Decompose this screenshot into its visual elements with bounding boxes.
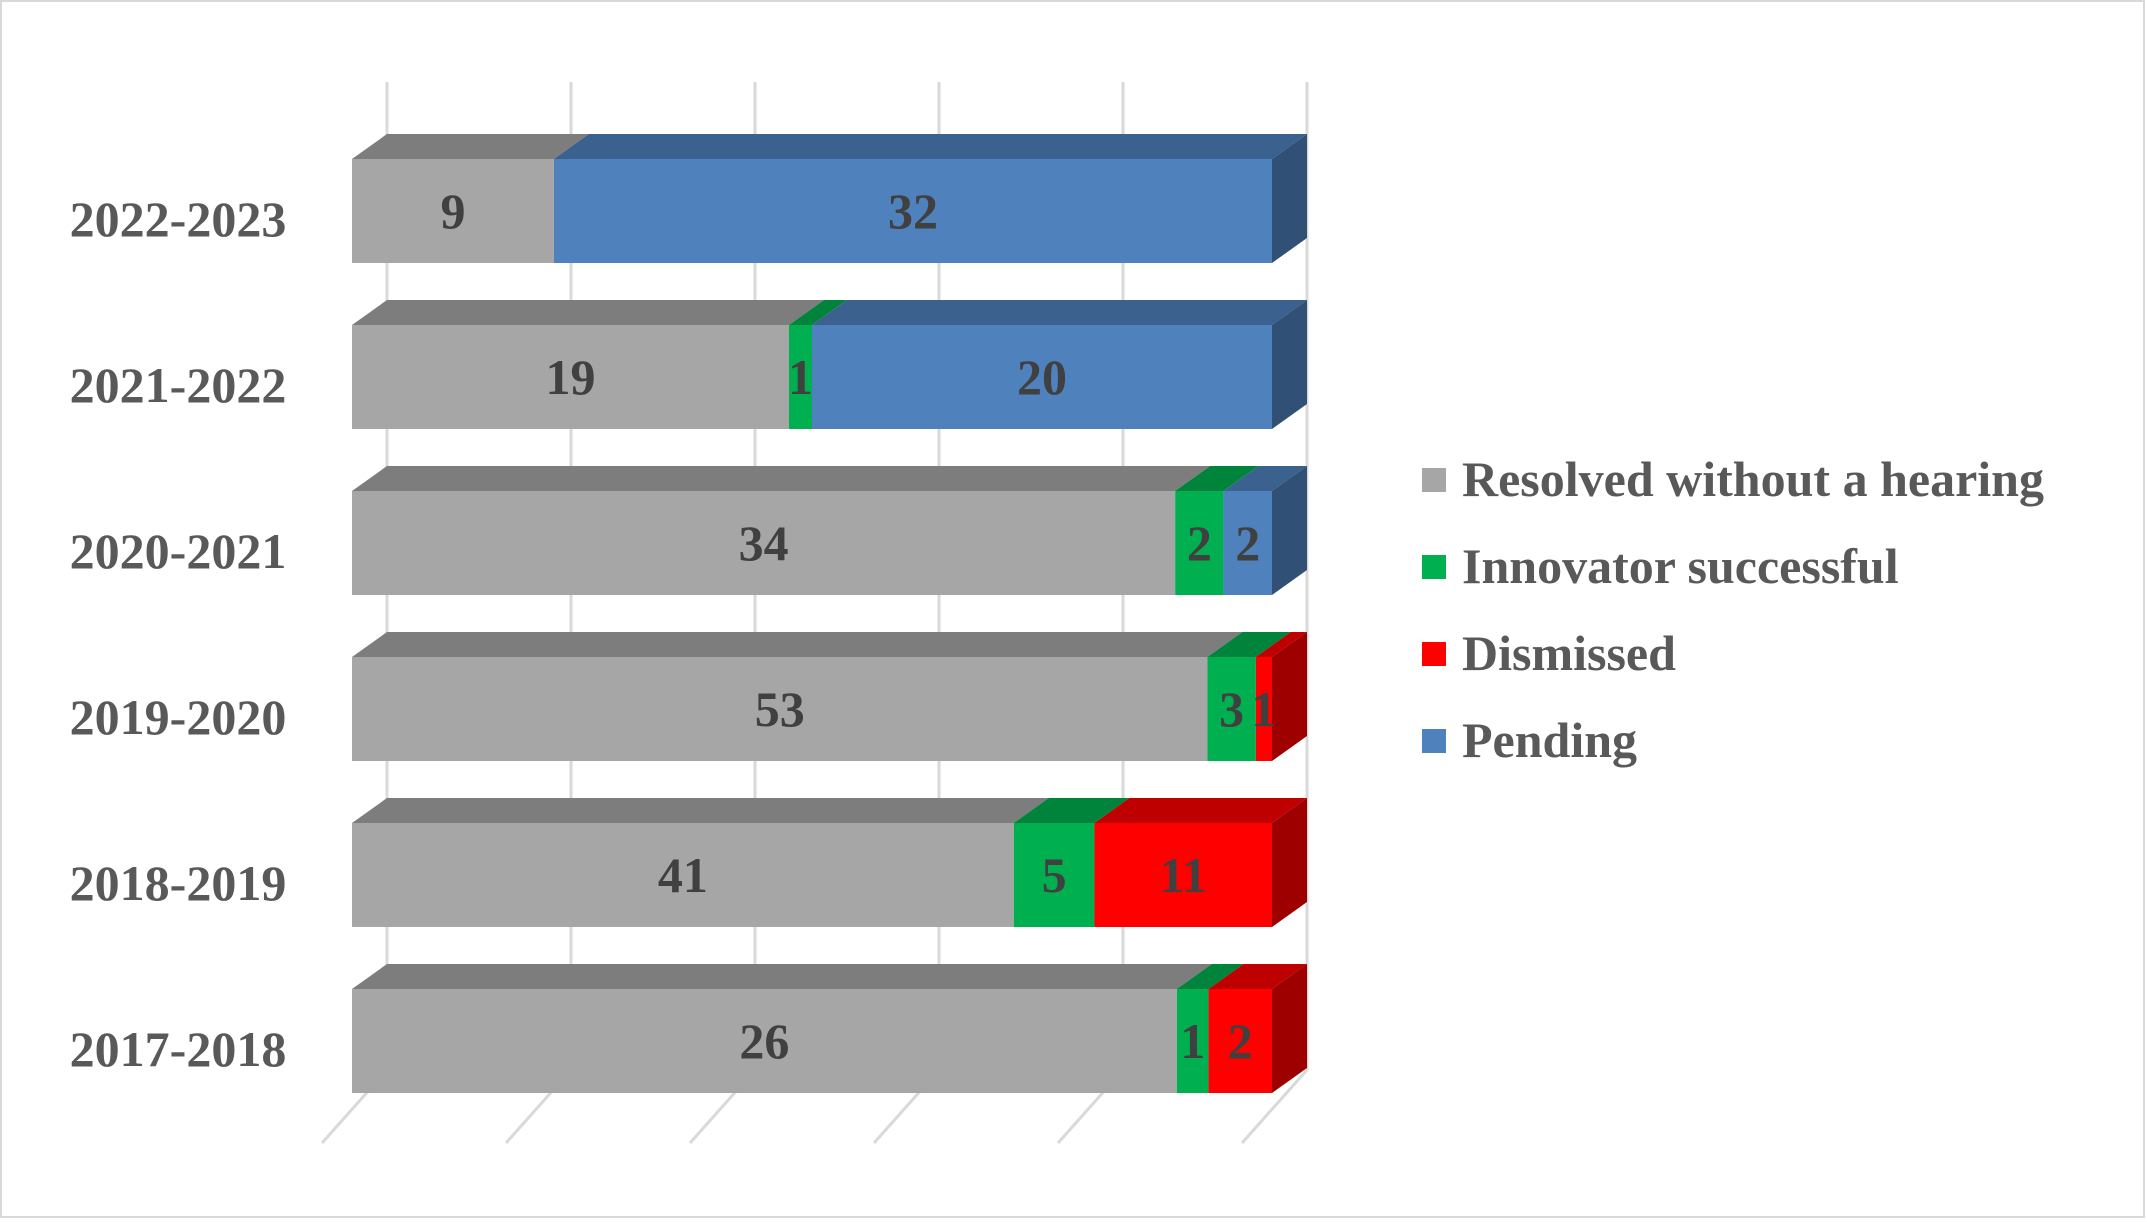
category-label: 2020-2021 (70, 523, 287, 579)
bar (553, 159, 1272, 263)
bar-side-face (1272, 300, 1307, 429)
data-label: 5 (1042, 847, 1067, 903)
bar-top-face (352, 466, 1211, 491)
bar-top-face (352, 798, 1049, 823)
bar-row-2020-2021: 34 2 2 (352, 466, 1307, 595)
category-label: 2018-2019 (70, 855, 287, 911)
legend-label: Pending (1462, 712, 1637, 768)
data-label: 1 (788, 349, 813, 405)
bar (1208, 989, 1272, 1093)
data-label: 2 (1228, 1013, 1253, 1069)
bar (1223, 491, 1272, 595)
bar-side-face (1272, 798, 1307, 927)
bar-side-face (1272, 466, 1307, 595)
category-label: 2022-2023 (70, 191, 287, 247)
bar-side-face (1272, 632, 1307, 761)
legend: Resolved without a hearing Innovator succ… (1422, 451, 2044, 768)
bar-top-face (1175, 466, 1259, 491)
bar-row-2017-2018: 26 1 2 (352, 964, 1307, 1093)
legend-item: Resolved without a hearing (1422, 451, 2044, 507)
bar-row-2019-2020: 53 3 1 (352, 632, 1307, 761)
bar (352, 325, 789, 429)
data-label: 34 (739, 515, 789, 571)
bar (1175, 491, 1224, 595)
data-label: 1 (1251, 681, 1276, 737)
data-label: 26 (739, 1013, 789, 1069)
bar (352, 989, 1177, 1093)
bar-top-face (1207, 632, 1291, 657)
bar-top-face (1176, 964, 1244, 989)
bar-top-face (352, 300, 824, 325)
bar (352, 823, 1014, 927)
legend-label: Dismissed (1462, 625, 1676, 681)
bar-top-face (1255, 632, 1307, 657)
bar (1176, 989, 1209, 1093)
data-label: 19 (546, 349, 596, 405)
bar (352, 657, 1208, 761)
category-label: 2019-2020 (70, 689, 287, 745)
data-label: 53 (755, 681, 805, 737)
bar-top-face (812, 300, 1307, 325)
category-label: 2021-2022 (70, 357, 287, 413)
legend-label: Resolved without a hearing (1462, 451, 2044, 507)
bar-row-2022-2023: 9 32 (352, 134, 1307, 263)
bar-top-face (789, 300, 847, 325)
gridline-floor (1240, 1069, 1309, 1144)
bar-row-2018-2019: 41 5 11 (352, 798, 1307, 927)
legend-swatch (1422, 642, 1446, 666)
bar (352, 491, 1176, 595)
data-label: 1 (1180, 1013, 1205, 1069)
legend-swatch (1422, 555, 1446, 579)
bar-top-face (1094, 798, 1307, 823)
legend-item: Dismissed (1422, 625, 1676, 681)
data-label: 2 (1187, 515, 1212, 571)
bar-side-face (1272, 964, 1307, 1093)
legend-swatch (1422, 729, 1446, 753)
bar-top-face (352, 964, 1212, 989)
bar-top-face (352, 632, 1243, 657)
bar-top-face (553, 134, 1307, 159)
legend-swatch (1422, 468, 1446, 492)
bar (1207, 657, 1256, 761)
bar (1255, 657, 1272, 761)
data-label: 41 (658, 847, 708, 903)
data-label: 32 (888, 183, 938, 239)
legend-item: Innovator successful (1422, 538, 1899, 594)
legend-label: Innovator successful (1462, 538, 1899, 594)
bar (352, 159, 554, 263)
data-label: 3 (1219, 681, 1244, 737)
bar-top-face (352, 134, 589, 159)
bar (1094, 823, 1272, 927)
bar (789, 325, 812, 429)
legend-item: Pending (1422, 712, 1637, 768)
category-labels: 2022-2023 2021-2022 2020-2021 2019-2020 2018… (70, 191, 287, 1077)
data-label: 9 (440, 183, 465, 239)
data-label: 20 (1017, 349, 1067, 405)
category-label: 2017-2018 (70, 1021, 287, 1077)
bar (1013, 823, 1095, 927)
bar-side-face (1272, 134, 1307, 263)
data-label: 11 (1160, 847, 1207, 903)
bar (812, 325, 1272, 429)
bar-top-face (1223, 466, 1307, 491)
bar-row-2021-2022: 19 1 20 (352, 300, 1307, 429)
bar-top-face (1208, 964, 1307, 989)
data-label: 2 (1235, 515, 1260, 571)
bar-top-face (1013, 798, 1130, 823)
